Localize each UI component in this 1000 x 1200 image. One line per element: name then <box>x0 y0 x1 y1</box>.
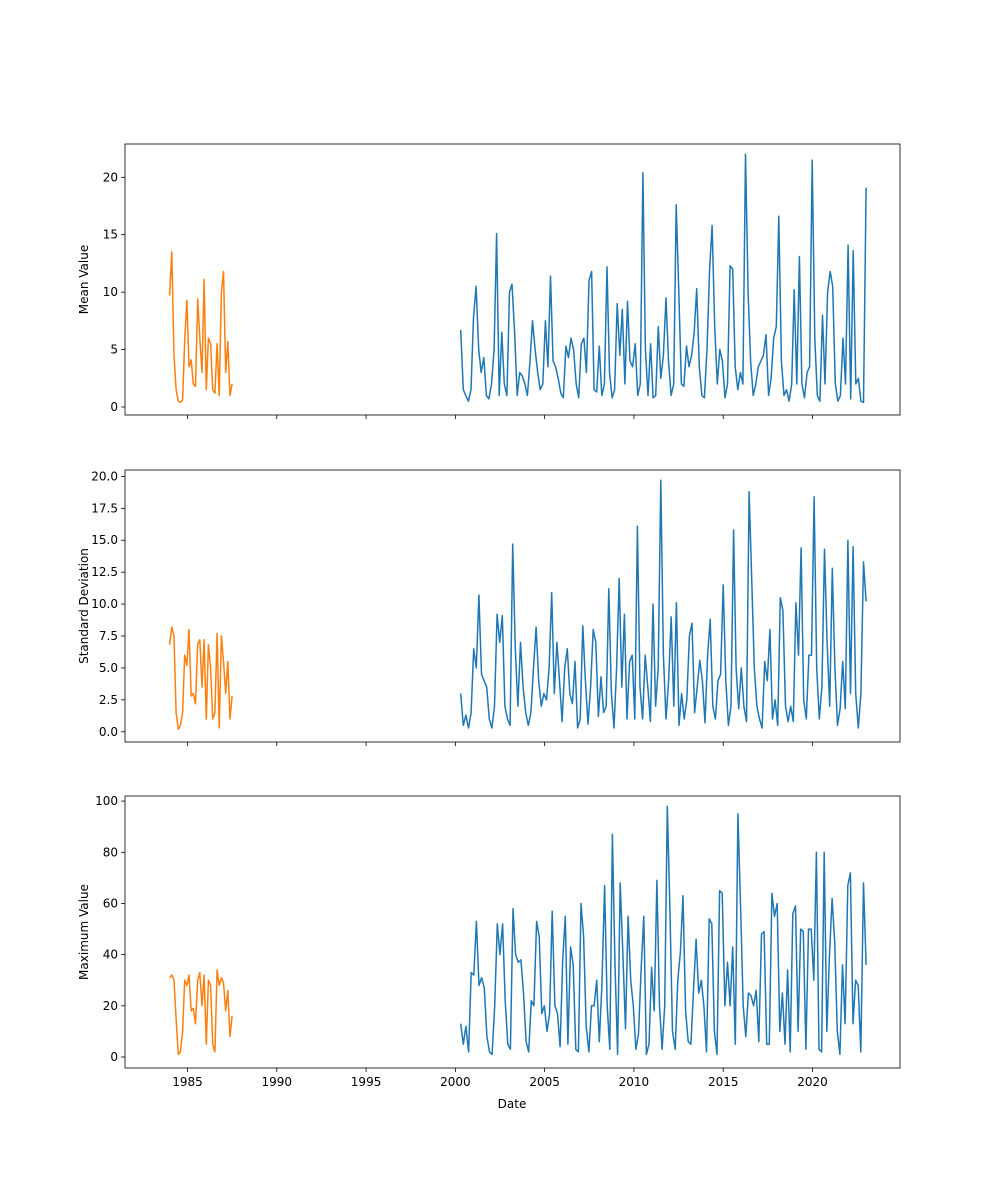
x-axis-label: Date <box>498 1097 527 1111</box>
x-tick-label: 2005 <box>529 1075 560 1089</box>
y-tick-label: 15.0 <box>91 533 118 547</box>
y-axis-label: Mean Value <box>77 245 91 314</box>
y-tick-label: 5.0 <box>99 661 118 675</box>
y-tick-label: 10.0 <box>91 597 118 611</box>
x-tick-label: 2020 <box>797 1075 828 1089</box>
y-tick-label: 7.5 <box>99 629 118 643</box>
y-tick-label: 17.5 <box>91 501 118 515</box>
y-axis-label: Maximum Value <box>77 884 91 980</box>
x-tick-label: 1995 <box>351 1075 382 1089</box>
series-line-1-0 <box>168 626 233 730</box>
y-tick-label: 20 <box>103 170 118 184</box>
maximum-value-panel: 0 20 40 60 80 100 1985 1990 1995 2000 2005 2010 2015… <box>77 794 901 1089</box>
y-tick-label: 80 <box>103 845 118 859</box>
axes-frame <box>124 795 901 1069</box>
series-line-2-0 <box>169 969 233 1056</box>
y-tick-label: 0 <box>110 1050 118 1064</box>
series-line-1-1 <box>459 479 867 729</box>
series-line-0-1 <box>459 153 867 404</box>
x-tick-label: 2010 <box>619 1075 650 1089</box>
series-line-0-0 <box>168 251 233 404</box>
standard-deviation-panel: 0.0 2.5 5.0 7.5 10.0 12.5 15.0 17.5 20.0 Standard… <box>77 469 901 746</box>
x-tick-label: 2000 <box>440 1075 471 1089</box>
y-tick-label: 15 <box>103 228 118 242</box>
y-tick-label: 20.0 <box>91 469 118 483</box>
y-tick-label: 40 <box>103 948 118 962</box>
x-tick-label: 1990 <box>262 1075 293 1089</box>
axes-frame <box>124 469 901 743</box>
y-tick-label: 100 <box>95 794 118 808</box>
y-tick-label: 0.0 <box>99 725 118 739</box>
y-tick-label: 20 <box>103 999 118 1013</box>
y-tick-label: 60 <box>103 896 118 910</box>
y-axis-label: Standard Deviation <box>77 548 91 664</box>
x-tick-label: 1985 <box>172 1075 203 1089</box>
y-tick-label: 10 <box>103 285 118 299</box>
y-tick-label: 5 <box>110 343 118 357</box>
axes-frame <box>124 143 901 416</box>
x-tick-label: 2015 <box>708 1075 739 1089</box>
y-tick-label: 0 <box>110 400 118 414</box>
y-tick-label: 12.5 <box>91 565 118 579</box>
series-line-2-1 <box>459 805 867 1056</box>
mean-value-panel: 0 5 10 15 20 Mean Value <box>77 143 901 419</box>
y-tick-label: 2.5 <box>99 693 118 707</box>
